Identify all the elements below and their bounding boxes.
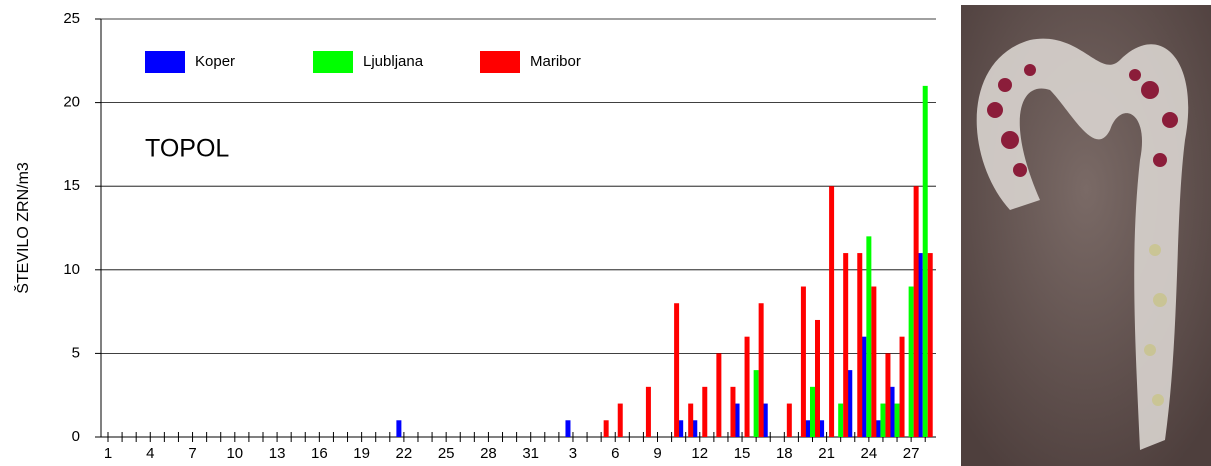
legend-label: Koper	[195, 53, 235, 70]
x-tick-label: 1	[104, 445, 112, 462]
bar	[838, 403, 844, 437]
bar	[927, 253, 933, 437]
bar	[913, 186, 919, 437]
bar	[875, 420, 881, 437]
bar	[758, 303, 764, 437]
x-tick-label: 10	[226, 445, 243, 462]
x-tick-label: 3	[569, 445, 577, 462]
bar	[645, 386, 651, 437]
bar	[565, 420, 571, 437]
x-tick-label: 16	[311, 445, 328, 462]
x-tick-label: 27	[903, 445, 920, 462]
photo	[961, 5, 1211, 466]
bar	[692, 420, 698, 437]
x-tick-label: 19	[353, 445, 370, 462]
bar	[861, 336, 867, 437]
legend-swatch	[145, 51, 185, 73]
x-tick-label: 12	[691, 445, 708, 462]
bar	[908, 286, 914, 437]
x-tick-label: 25	[438, 445, 455, 462]
bar	[716, 353, 722, 437]
bar	[396, 420, 402, 437]
bar	[678, 420, 684, 437]
bar	[762, 403, 768, 437]
x-tick-label: 7	[188, 445, 196, 462]
bar	[744, 336, 750, 437]
x-tick-label: 15	[734, 445, 751, 462]
x-tick-label: 22	[396, 445, 413, 462]
bar	[603, 420, 609, 437]
x-tick-label: 24	[861, 445, 878, 462]
bar	[847, 370, 853, 437]
bar	[805, 420, 810, 437]
bar	[734, 403, 740, 437]
x-tick-label: 13	[269, 445, 286, 462]
x-tick-label: 4	[146, 445, 154, 462]
bar	[815, 319, 820, 437]
x-tick-label: 9	[653, 445, 661, 462]
legend-swatch	[480, 51, 520, 73]
bar	[880, 403, 886, 437]
y-axis-label: ŠTEVILO ZRN/m3	[13, 162, 32, 294]
bar	[894, 403, 900, 437]
y-tick-label: 20	[63, 94, 80, 111]
bar	[871, 286, 877, 437]
bar	[730, 386, 736, 437]
y-tick-label: 25	[63, 10, 80, 27]
bar	[889, 386, 895, 437]
bar	[843, 253, 849, 437]
bar	[899, 336, 905, 437]
annotation: TOPOL	[145, 135, 229, 163]
x-tick-label: 31	[522, 445, 539, 462]
bar	[857, 253, 863, 437]
legend-swatch	[313, 51, 353, 73]
y-tick-label: 15	[63, 177, 80, 194]
bar	[617, 403, 623, 437]
bar	[800, 286, 806, 437]
x-tick-label: 21	[818, 445, 835, 462]
bar	[810, 386, 815, 437]
bar	[819, 420, 825, 437]
bar	[688, 403, 694, 437]
x-tick-label: 6	[611, 445, 619, 462]
legend-label: Ljubljana	[363, 53, 424, 70]
y-tick-label: 0	[72, 428, 80, 445]
bar	[674, 303, 680, 437]
bar	[866, 236, 872, 437]
bar	[786, 403, 792, 437]
bar	[702, 386, 708, 437]
y-tick-label: 5	[72, 344, 80, 361]
bar	[917, 253, 923, 437]
y-tick-label: 10	[63, 261, 80, 278]
bar	[829, 186, 835, 437]
bar	[885, 353, 891, 437]
legend-label: Maribor	[530, 53, 581, 70]
bar	[753, 370, 759, 437]
x-tick-label: 18	[776, 445, 793, 462]
x-tick-label: 28	[480, 445, 497, 462]
bar	[922, 85, 928, 437]
